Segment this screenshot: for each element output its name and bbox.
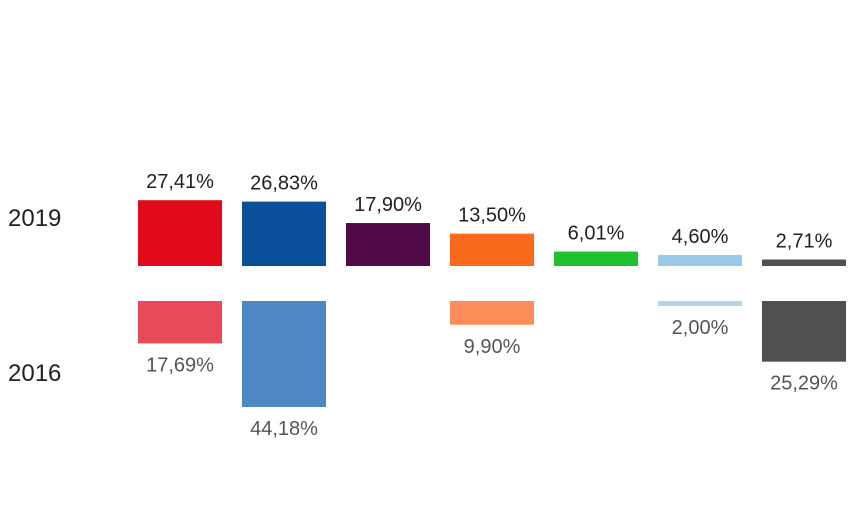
year-label-2019: 2019: [8, 205, 61, 232]
value-label-2019-5: 4,60%: [672, 226, 729, 248]
bar-2016-3: [450, 301, 534, 325]
value-label-2019-0: 27,41%: [146, 171, 214, 193]
value-label-2019-6: 2,71%: [776, 230, 833, 252]
bar-2019-0: [138, 200, 222, 266]
bar-2019-6: [762, 259, 846, 266]
value-label-2019-1: 26,83%: [250, 173, 318, 195]
value-label-2016-6: 25,29%: [770, 373, 838, 395]
bar-2019-2: [346, 223, 430, 266]
value-label-2019-4: 6,01%: [568, 223, 625, 245]
bar-2019-3: [450, 233, 534, 266]
value-label-2019-2: 17,90%: [354, 194, 422, 216]
bar-2016-1: [242, 301, 326, 408]
year-label-2016: 2016: [8, 360, 61, 387]
bar-groups: 27,41% 17,69% 26,83% 44,18% 17,90% 13,50% 9,90…: [138, 171, 846, 440]
value-label-2016-0: 17,69%: [146, 354, 214, 376]
value-label-2016-5: 2,00%: [672, 317, 729, 339]
bar-2016-6: [762, 301, 846, 362]
value-label-2016-3: 9,90%: [464, 336, 521, 358]
value-label-2019-3: 13,50%: [458, 205, 526, 227]
bar-2019-1: [242, 201, 326, 266]
bar-2019-4: [554, 251, 638, 266]
bar-2016-0: [138, 301, 222, 344]
bar-2019-5: [658, 254, 742, 266]
bar-2016-5: [658, 301, 742, 306]
value-label-2016-1: 44,18%: [250, 418, 318, 440]
